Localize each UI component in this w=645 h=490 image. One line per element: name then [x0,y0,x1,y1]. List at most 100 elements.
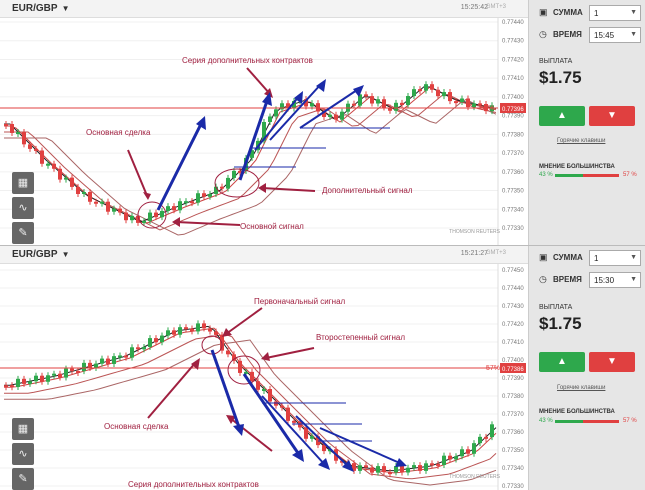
thomson-reuters-logo: THOMSON REUTERS [449,474,500,480]
currency-pair-selector[interactable]: EUR/GBP ▼ [12,3,69,14]
arrowhead [226,415,236,424]
candle-up [160,210,164,218]
candle-up [376,466,380,473]
pencil-icon[interactable]: ✎ [12,468,34,490]
chevron-down-icon: ▼ [630,9,637,16]
arrowhead [395,458,407,467]
currency-pair-selector[interactable]: EUR/GBP ▼ [12,249,69,260]
price-tick-label: 0.77350 [502,448,524,454]
price-tick-label: 0.77400 [502,95,524,101]
candle-down [136,347,140,350]
candle-up [358,465,362,471]
clock-icon: ◷ [539,29,547,39]
price-tick-label: 0.77410 [502,76,524,82]
expiry-label: ВРЕМЯ [553,275,582,284]
chevron-down-icon: ▼ [630,276,637,283]
amount-label: СУММА [553,253,583,262]
candle-up [148,338,152,347]
hotkeys-link[interactable]: Горячие клавиши [557,385,606,391]
put-button[interactable]: ▼ [589,352,635,372]
timezone: GMT+3 [485,250,506,256]
trading-panel-1: 0.77440 0.77430 0.77420 0.77410 0.77400 0.773… [0,0,645,245]
candle-down [352,103,356,106]
chart-header: EUR/GBP ▼ 15:21:27 GMT+3 [0,246,528,264]
chevron-down-icon: ▼ [61,250,70,259]
candle-down [274,401,278,406]
candle-up [442,92,446,97]
candle-down [70,177,74,187]
price-tick-label: 0.77350 [502,189,524,195]
candle-down [352,463,356,471]
chart-canvas[interactable]: 0.77440 0.77430 0.77420 0.77410 0.77400 0.773… [0,0,528,245]
chart-type-icon[interactable]: ▦ [12,418,34,440]
payout-value: $1.75 [539,314,582,333]
sentiment-down-pct: 57 % [623,172,637,178]
chart-canvas[interactable]: 0.77450 0.77440 0.77430 0.77420 0.77410 0.774… [0,246,528,490]
candle-down [400,466,404,473]
candle-up [412,89,416,97]
price-tick-label: 0.77390 [502,376,524,382]
chart-header: EUR/GBP ▼ 15:25:42 GMT+3 [0,0,528,18]
trade-arrow [261,395,327,467]
trade-arrow [269,82,323,141]
candle-up [328,449,332,452]
candle-down [478,103,482,106]
pointer-arrow [147,361,197,419]
candle-up [100,201,104,204]
candle-up [262,122,266,141]
indicators-icon[interactable]: ∿ [12,197,34,219]
hotkeys-link[interactable]: Горячие клавиши [557,138,606,144]
candle-down [94,201,98,204]
candle-down [52,163,56,169]
amount-row: ▣ СУММА 1 ▼ [529,3,645,23]
clock-icon: ◷ [539,274,547,284]
arrowhead [264,88,273,98]
candle-down [364,465,368,468]
trade-sidebar: ▣ СУММА 1 ▼ ◷ ВРЕМЯ 15:30 ▼ ВЫПЛАТА $1.75 … [528,246,645,490]
arrowhead [261,352,270,361]
candle-down [70,368,74,371]
candle-up [280,103,284,110]
indicators-icon[interactable]: ∿ [12,443,34,465]
candle-up [490,424,494,438]
call-button[interactable]: ▲ [539,106,585,126]
candle-down [340,460,344,463]
candle-down [154,338,158,343]
candle-down [430,84,434,90]
candle-up [130,347,134,358]
chart-up-icon: ▲ [557,110,567,121]
candle-down [220,186,224,189]
price-tick-label: 0.77330 [502,226,524,232]
candle-up [64,177,68,180]
pencil-icon[interactable]: ✎ [12,222,34,244]
expiry-label: ВРЕМЯ [553,30,582,39]
candle-up [268,116,272,123]
call-button[interactable]: ▲ [539,352,585,372]
candle-down [58,373,62,378]
expiry-select[interactable]: 15:30 ▼ [589,272,641,288]
arrowhead [191,358,200,370]
trade-sidebar: ▣ СУММА 1 ▼ ◷ ВРЕМЯ 15:45 ▼ ВЫПЛАТА $1.75 … [528,0,645,245]
candle-down [190,201,194,204]
price-tick-label: 0.77340 [502,207,524,213]
candle-up [166,330,170,336]
price-tick-label: 0.77440 [502,20,524,26]
amount-select[interactable]: 1 ▼ [589,5,641,21]
chevron-down-icon: ▼ [630,254,637,261]
arrowhead [196,116,206,130]
expiry-select[interactable]: 15:45 ▼ [589,27,641,43]
price-chart[interactable]: 0.77450 0.77440 0.77430 0.77420 0.77410 0.774… [0,246,528,490]
sentiment-label: МНЕНИЕ БОЛЬШИНСТВА [539,409,615,415]
put-button[interactable]: ▼ [589,106,635,126]
candle-down [40,150,44,164]
candle-up [52,373,56,376]
candle-down [22,378,26,384]
chart-type-icon[interactable]: ▦ [12,172,34,194]
amount-select[interactable]: 1 ▼ [589,250,641,266]
candle-down [88,191,92,202]
price-chart[interactable]: 0.77440 0.77430 0.77420 0.77410 0.77400 0.773… [0,0,528,245]
price-tick-label: 0.77390 [502,114,524,120]
candle-up [46,163,50,166]
arrowhead [262,92,272,106]
arrowhead [172,217,180,227]
